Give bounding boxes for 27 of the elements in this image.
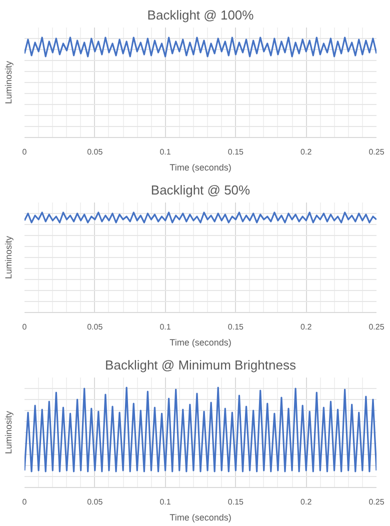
x-tick-label: 0.05 bbox=[87, 148, 104, 156]
x-tick-label: 0 bbox=[22, 148, 28, 156]
x-tick-label: 0 bbox=[22, 322, 28, 332]
x-tick-label: 0.25 bbox=[368, 498, 385, 506]
chart-title: Backlight @ 50% bbox=[150, 182, 251, 198]
x-axis-title: Time (seconds) bbox=[170, 512, 232, 522]
y-axis-title: Luminosity bbox=[4, 235, 14, 280]
x-tick-label: 0.2 bbox=[300, 148, 312, 156]
x-tick-label: 0.25 bbox=[368, 322, 385, 332]
chart-title: Backlight @ Minimum Brightness bbox=[105, 358, 296, 372]
x-tick-label: 0.25 bbox=[368, 148, 385, 156]
x-tick-label: 0.15 bbox=[228, 498, 244, 506]
x-tick-label: 0.15 bbox=[228, 148, 244, 156]
y-axis-title: Luminosity bbox=[4, 410, 14, 454]
x-tick-label: 0.05 bbox=[87, 322, 104, 332]
x-tick-label: 0.1 bbox=[160, 322, 172, 332]
x-tick-label: 0.2 bbox=[300, 322, 312, 332]
x-axis-title: Time (seconds) bbox=[170, 162, 232, 172]
x-tick-label: 0.1 bbox=[160, 148, 172, 156]
x-axis-title: Time (seconds) bbox=[170, 338, 232, 348]
x-tick-label: 0.1 bbox=[160, 498, 172, 506]
chart-title: Backlight @ 100% bbox=[147, 8, 254, 22]
x-tick-label: 0.15 bbox=[228, 322, 244, 332]
y-axis-title: Luminosity bbox=[4, 60, 14, 104]
x-tick-label: 0.05 bbox=[87, 498, 104, 506]
x-tick-label: 0.2 bbox=[300, 498, 312, 506]
x-tick-label: 0 bbox=[22, 498, 28, 506]
